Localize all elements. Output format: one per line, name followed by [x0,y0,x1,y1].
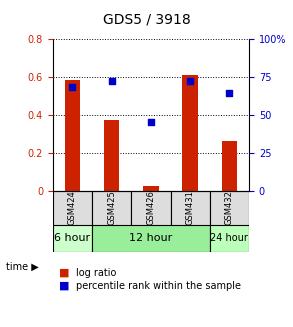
Text: ■: ■ [59,281,69,291]
Bar [64,80,80,191]
Bar [222,141,237,191]
Point [149,119,153,125]
Point [109,78,114,84]
Text: GDS5 / 3918: GDS5 / 3918 [103,12,190,26]
Bar [92,191,131,225]
Text: percentile rank within the sample: percentile rank within the sample [76,281,241,291]
Text: GSM432: GSM432 [225,191,234,225]
Text: 24 hour: 24 hour [210,233,248,243]
Text: GSM425: GSM425 [107,191,116,225]
Text: time ▶: time ▶ [6,262,39,271]
Bar [171,191,210,225]
Bar [182,75,198,191]
Point [188,78,193,84]
Bar [104,120,120,191]
Text: GSM424: GSM424 [68,191,77,225]
Point [227,91,232,96]
Point [70,84,75,90]
Bar [53,225,92,252]
Text: 6 hour: 6 hour [54,233,91,243]
Text: log ratio: log ratio [76,268,117,278]
Text: GSM426: GSM426 [146,191,155,225]
Text: 12 hour: 12 hour [129,233,173,243]
Bar [210,191,249,225]
Text: GSM431: GSM431 [186,191,195,225]
Bar [53,191,92,225]
Bar [210,225,249,252]
Text: ■: ■ [59,268,69,278]
Bar [131,191,171,225]
Bar [92,225,210,252]
Bar [143,186,159,191]
